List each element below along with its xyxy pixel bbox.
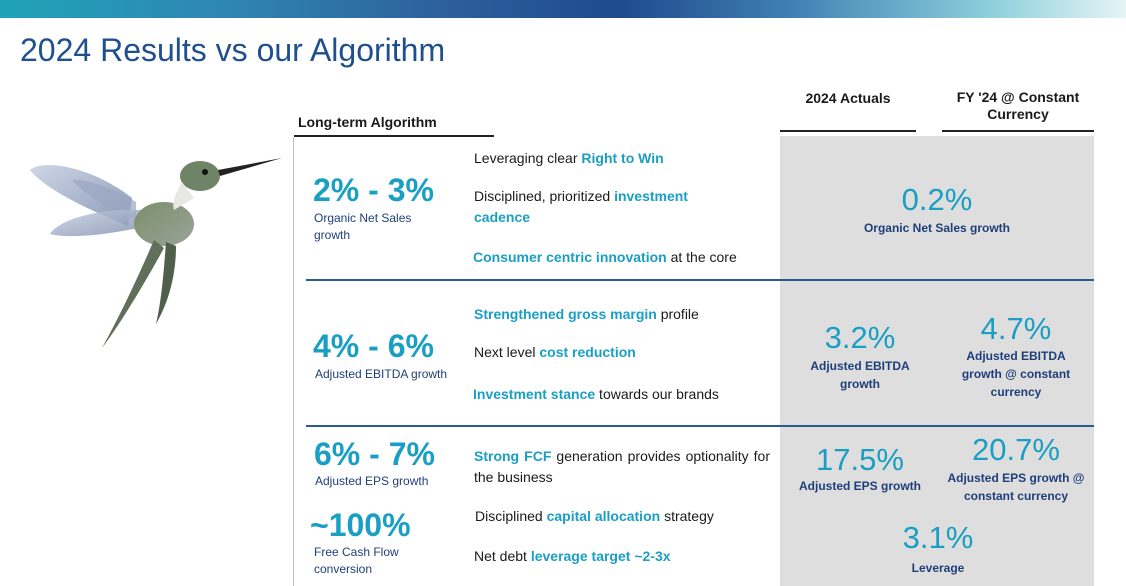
fcf-target-label: Free Cash Flow conversion bbox=[314, 545, 399, 576]
sales-target-label: Organic Net Sales growth bbox=[314, 211, 412, 242]
page-title: 2024 Results vs our Algorithm bbox=[20, 32, 446, 68]
long-term-algorithm-header: Long-term Algorithm bbox=[298, 114, 437, 130]
ebitda-cc-label: Adjusted EBITDA growth @ constant curren… bbox=[961, 349, 1071, 399]
ebitda-line-2: Next level cost reduction bbox=[474, 344, 636, 360]
eps-actual-value: 17.5% bbox=[816, 442, 904, 477]
eps-line-1: Strong FCF generation provides optionali… bbox=[474, 448, 770, 485]
sales-actual-label: Organic Net Sales growth bbox=[863, 221, 1011, 235]
sales-line-3: Consumer centric innovation at the core bbox=[473, 249, 737, 265]
top-gradient-bar bbox=[0, 0, 1126, 18]
eps-actual-label: Adjusted EPS growth bbox=[798, 479, 921, 493]
sales-line-2: Disciplined, prioritized investment cade… bbox=[474, 188, 688, 225]
column-divider bbox=[293, 137, 294, 586]
header-underline bbox=[294, 135, 494, 137]
sales-actual-value: 0.2% bbox=[901, 182, 973, 217]
ebitda-cc-value: 4.7% bbox=[980, 311, 1052, 346]
eps-line-2: Disciplined capital allocation strategy bbox=[475, 508, 714, 524]
hummingbird-image bbox=[30, 158, 282, 348]
ebitda-line-1: Strengthened gross margin profile bbox=[474, 306, 699, 322]
eps-line-3: Net debt leverage target ~2-3x bbox=[474, 548, 671, 564]
actuals-panel bbox=[780, 136, 1094, 586]
header-underline bbox=[780, 130, 916, 132]
ebitda-line-3: Investment stance towards our brands bbox=[473, 386, 719, 402]
eps-target: 6% - 7% bbox=[314, 436, 435, 472]
header-underline bbox=[942, 130, 1094, 132]
ebitda-target: 4% - 6% bbox=[313, 328, 434, 364]
actuals-header: 2024 Actuals bbox=[805, 90, 891, 106]
leverage-label: Leverage bbox=[911, 561, 965, 575]
ebitda-actual-label: Adjusted EBITDA growth bbox=[810, 359, 910, 391]
eps-cc-value: 20.7% bbox=[972, 432, 1060, 467]
row-divider bbox=[306, 425, 1094, 427]
row-divider bbox=[306, 279, 1094, 281]
ebitda-target-label: Adjusted EBITDA growth bbox=[315, 367, 448, 381]
eps-cc-label: Adjusted EPS growth @ constant currency bbox=[947, 471, 1085, 503]
sales-target: 2% - 3% bbox=[313, 172, 434, 208]
fcf-target: ~100% bbox=[310, 507, 411, 543]
eps-target-label: Adjusted EPS growth bbox=[315, 474, 429, 488]
ebitda-actual-value: 3.2% bbox=[824, 320, 896, 355]
constant-currency-header: FY '24 @ Constant Currency bbox=[956, 89, 1080, 122]
leverage-value: 3.1% bbox=[902, 520, 974, 555]
sales-line-1: Leveraging clear Right to Win bbox=[474, 150, 664, 166]
